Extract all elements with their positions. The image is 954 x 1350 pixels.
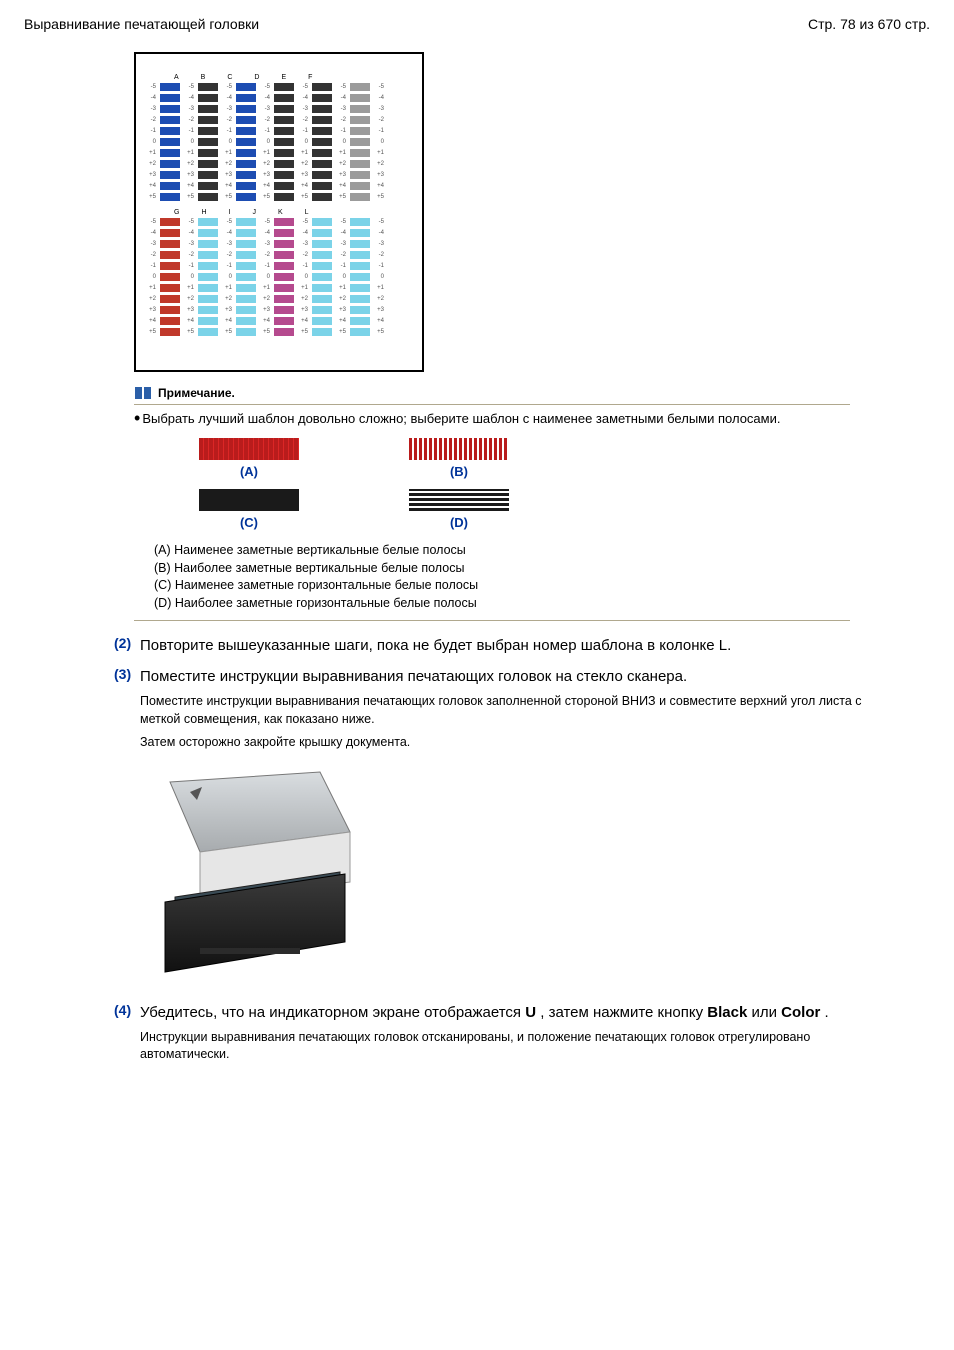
legend-c: (C) Наименее заметные горизонтальные бел… <box>154 577 890 595</box>
step-4-title: Убедитесь, что на индикаторном экране от… <box>140 1002 890 1023</box>
step-3-number: (3) <box>114 666 140 992</box>
step-3-body-1: Поместите инструкции выравнивания печата… <box>140 693 890 728</box>
bullet-icon: • <box>134 411 140 425</box>
scanner-illustration <box>140 762 370 982</box>
example-b-swatch <box>409 438 509 460</box>
note-header: Примечание. <box>134 386 850 405</box>
divider <box>134 620 850 621</box>
step-2-number: (2) <box>114 635 140 656</box>
legend-d: (D) Наиболее заметные горизонтальные бел… <box>154 595 890 613</box>
note-text: Выбрать лучший шаблон довольно сложно; в… <box>142 411 780 426</box>
example-c-swatch <box>199 489 299 511</box>
example-d-swatch <box>409 489 509 511</box>
alignment-sheet-illustration: ABCDEF -5-5-5-5-5-5-5-4-4-4-4-4-4-4-3-3-… <box>134 52 424 372</box>
example-a-swatch <box>199 438 299 460</box>
page-counter: Стр. 78 из 670 стр. <box>808 16 930 32</box>
step-3-body-2: Затем осторожно закройте крышку документ… <box>140 734 890 752</box>
pattern-examples: (A) (B) (C) (D) <box>174 438 890 530</box>
legend-a: (A) Наименее заметные вертикальные белые… <box>154 542 890 560</box>
step-3-title: Поместите инструкции выравнивания печата… <box>140 666 890 687</box>
step-4-number: (4) <box>114 1002 140 1064</box>
example-d-label: (D) <box>384 515 534 530</box>
example-a-label: (A) <box>174 464 324 479</box>
step-4-body: Инструкции выравнивания печатающих голов… <box>140 1029 890 1064</box>
legend: (A) Наименее заметные вертикальные белые… <box>134 542 890 612</box>
example-c-label: (C) <box>174 515 324 530</box>
note-icon <box>134 386 152 400</box>
note-title: Примечание. <box>158 386 235 400</box>
step-2-title: Повторите вышеуказанные шаги, пока не бу… <box>140 635 731 656</box>
page-title: Выравнивание печатающей головки <box>24 16 259 32</box>
legend-b: (B) Наиболее заметные вертикальные белые… <box>154 560 890 578</box>
example-b-label: (B) <box>384 464 534 479</box>
